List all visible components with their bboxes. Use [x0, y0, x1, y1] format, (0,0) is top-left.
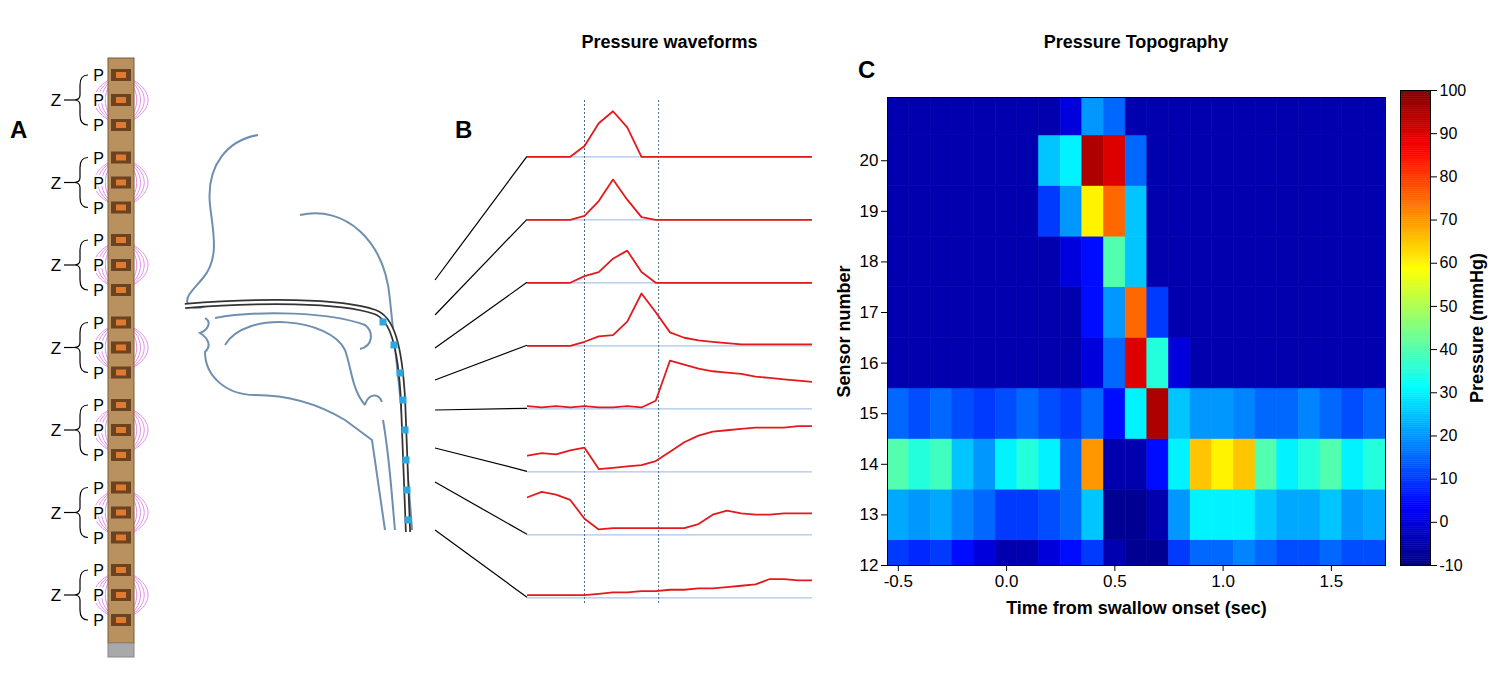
svg-text:0: 0 [1440, 513, 1449, 530]
html-text:Pressure waveforms: Pressure waveforms [581, 32, 758, 52]
svg-text:14: 14 [860, 455, 879, 474]
svg-text:P: P [93, 92, 104, 109]
html-text:B: B [455, 116, 473, 143]
svg-text:16: 16 [860, 354, 879, 373]
svg-text:P: P [93, 397, 104, 414]
svg-text:Z: Z [51, 586, 61, 605]
svg-text:Z: Z [51, 91, 61, 110]
svg-text:1.0: 1.0 [1211, 572, 1235, 591]
svg-text:P: P [93, 175, 104, 192]
svg-text:Z: Z [51, 339, 61, 358]
svg-text:0.0: 0.0 [995, 572, 1019, 591]
svg-text:30: 30 [1440, 384, 1458, 401]
svg-text:70: 70 [1440, 211, 1458, 228]
svg-text:-0.5: -0.5 [884, 572, 913, 591]
svg-text:P: P [93, 200, 104, 217]
svg-text:P: P [93, 612, 104, 629]
svg-text:Z: Z [51, 256, 61, 275]
svg-text:Z: Z [51, 174, 61, 193]
svg-text:50: 50 [1440, 298, 1458, 315]
svg-text:P: P [93, 67, 104, 84]
svg-text:P: P [93, 117, 104, 134]
svg-text:P: P [93, 257, 104, 274]
svg-text:P: P [93, 150, 104, 167]
svg-text:P: P [93, 562, 104, 579]
html-text:A: A [10, 116, 28, 143]
html-text:C: C [858, 56, 876, 83]
svg-text:Time from swallow onset (sec): Time from swallow onset (sec) [1006, 598, 1267, 618]
svg-text:60: 60 [1440, 254, 1458, 271]
svg-text:P: P [93, 505, 104, 522]
svg-text:17: 17 [860, 303, 879, 322]
svg-text:15: 15 [860, 404, 879, 423]
svg-text:Z: Z [51, 504, 61, 523]
svg-text:P: P [93, 365, 104, 382]
svg-text:12: 12 [860, 556, 879, 575]
svg-text:P: P [93, 282, 104, 299]
svg-text:P: P [93, 447, 104, 464]
svg-text:P: P [93, 530, 104, 547]
svg-text:P: P [93, 587, 104, 604]
svg-text:P: P [93, 422, 104, 439]
html-text:Pressure Topography: Pressure Topography [1043, 32, 1229, 52]
svg-text:20: 20 [1440, 427, 1458, 444]
svg-text:80: 80 [1440, 168, 1458, 185]
svg-text:P: P [93, 340, 104, 357]
svg-text:P: P [93, 232, 104, 249]
svg-text:20: 20 [860, 151, 879, 170]
svg-text:P: P [93, 315, 104, 332]
svg-text:13: 13 [860, 505, 879, 524]
svg-text:40: 40 [1440, 341, 1458, 358]
svg-text:P: P [93, 480, 104, 497]
svg-text:19: 19 [860, 202, 879, 221]
svg-text:10: 10 [1440, 470, 1458, 487]
svg-text:100: 100 [1440, 82, 1467, 99]
svg-text:0.5: 0.5 [1103, 572, 1127, 591]
svg-text:Z: Z [51, 421, 61, 440]
svg-text:Sensor number: Sensor number [834, 265, 854, 397]
svg-text:1.5: 1.5 [1320, 572, 1344, 591]
svg-text:90: 90 [1440, 125, 1458, 142]
svg-text:-10: -10 [1440, 557, 1463, 574]
svg-text:Pressure (mmHg): Pressure (mmHg) [1467, 253, 1487, 403]
svg-text:18: 18 [860, 252, 879, 271]
